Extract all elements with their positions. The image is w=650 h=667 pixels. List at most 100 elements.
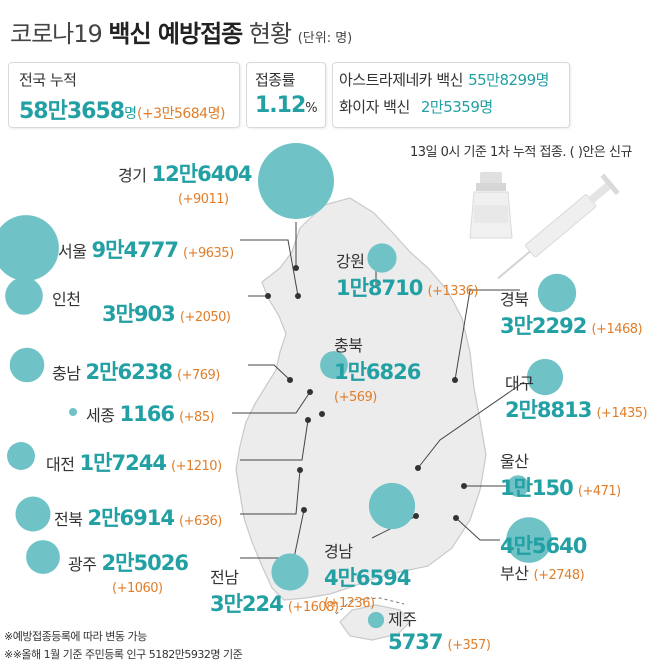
region-delta: (+636) xyxy=(179,514,222,529)
region-value: 5737 xyxy=(388,630,443,654)
bubble-경기 xyxy=(258,143,334,219)
region-value: 1166 xyxy=(119,402,175,426)
region-name: 충북 xyxy=(334,336,363,355)
region-name: 서울 xyxy=(58,242,87,261)
region-name: 경북 xyxy=(500,290,529,309)
region-value: 3만224 xyxy=(210,592,284,616)
region-label-세종: 세종 1166 (+85) xyxy=(86,402,215,426)
bubble-layer xyxy=(0,143,577,629)
region-value: 9만4777 xyxy=(91,238,179,262)
region-value: 2만6238 xyxy=(85,360,173,384)
bubble-부산 xyxy=(506,517,552,563)
bubble-제주 xyxy=(367,611,385,629)
cumulative-delta: (+3만5684명) xyxy=(136,106,225,122)
region-value: 1만7244 xyxy=(79,451,167,475)
region-delta: (+471) xyxy=(577,484,621,499)
reference-note: 13일 0시 기준 1차 누적 접종. ( )안은 신규 xyxy=(410,145,632,160)
bubble-세종 xyxy=(69,408,77,416)
bubble-전남 xyxy=(271,553,309,591)
region-label-충북: 충북 1만6826 (+569) xyxy=(334,332,421,405)
bubble-대전 xyxy=(7,442,35,470)
region-label-서울: 서울 9만4777 (+9635) xyxy=(58,234,234,264)
region-label-충남: 충남 2만6238 (+769) xyxy=(52,356,220,386)
region-value: 4만6594 xyxy=(324,566,411,590)
region-delta: (+2050) xyxy=(179,310,231,325)
region-name: 제주 xyxy=(388,610,417,629)
region-value: 2만6914 xyxy=(87,506,175,530)
region-value: 4만5640 xyxy=(500,534,587,558)
city-dots xyxy=(265,265,467,623)
region-label-경북: 경북 3만2292 (+1468) xyxy=(500,286,643,340)
pfizer-line: 화이자 백신 2만5359명 xyxy=(339,96,493,117)
region-value: 1만6826 xyxy=(334,360,421,384)
bubble-대구 xyxy=(526,358,564,396)
rate-unit: % xyxy=(305,101,318,116)
region-delta: (+1468) xyxy=(591,322,643,337)
region-label-전남: 전남 3만224 (+1608) xyxy=(210,564,339,618)
az-label: 아스트라제네카 백신 xyxy=(339,71,463,89)
region-label-전북: 전북 2만6914 (+636) xyxy=(54,502,222,532)
region-value: 1만150 xyxy=(500,476,574,500)
region-name: 대구 xyxy=(505,374,534,393)
region-delta: (+569) xyxy=(334,390,377,405)
bubble-충남 xyxy=(9,347,45,383)
footnote-1: ※예방접종등록에 따라 변동 가능 xyxy=(4,630,147,643)
cumulative-label: 전국 누적 xyxy=(19,71,77,89)
rate-card: 접종률 1.12% xyxy=(246,62,326,128)
footnote-2: ※※올해 1월 기준 주민등록 인구 5182만5932명 기준 xyxy=(4,648,243,661)
region-label-인천: 인천 3만903 (+2050) xyxy=(52,286,231,326)
region-delta: (+1608) xyxy=(287,600,339,615)
region-delta: (+1236) xyxy=(324,596,375,611)
region-name: 경남 xyxy=(324,542,353,561)
az-value: 55만8299명 xyxy=(468,71,549,89)
bubble-울산 xyxy=(507,475,529,497)
bubble-충북 xyxy=(320,351,348,379)
region-label-경기: 경기 12만6404 (+9011) xyxy=(118,158,253,207)
region-value: 3만903 xyxy=(102,302,176,326)
region-label-강원: 강원 1만8710 (+1336) xyxy=(336,248,479,302)
region-delta: (+2748) xyxy=(533,568,585,583)
cumulative-card: 전국 누적 58만3658명(+3만5684명) xyxy=(8,62,240,128)
region-name: 충남 xyxy=(52,364,81,383)
pfizer-value: 2만5359명 xyxy=(420,98,493,116)
region-label-대전: 대전 1만7244 (+1210) xyxy=(46,447,222,477)
region-delta: (+85) xyxy=(179,410,215,425)
cumulative-unit: 명 xyxy=(124,106,137,122)
region-name: 세종 xyxy=(86,406,115,425)
region-label-제주: 제주 5737 (+357) xyxy=(388,606,491,654)
rate-label: 접종률 xyxy=(255,71,295,89)
region-delta: (+9011) xyxy=(178,192,229,207)
region-delta: (+9635) xyxy=(183,246,234,261)
region-name: 경기 xyxy=(118,166,147,185)
region-value: 12만6404 xyxy=(151,162,253,186)
rate-value: 1.12 xyxy=(255,93,306,118)
region-delta: (+357) xyxy=(447,638,491,653)
cumulative-line: 58만3658명(+3만5684명) xyxy=(19,93,225,125)
region-value: 2만5026 xyxy=(101,551,189,575)
region-name: 대전 xyxy=(46,455,75,474)
az-line: 아스트라제네카 백신 55만8299명 xyxy=(339,69,549,90)
bubble-강원 xyxy=(367,243,397,273)
bubble-인천 xyxy=(5,277,43,315)
jeju-dashed-outline xyxy=(335,597,405,615)
vaccine-vial-icon xyxy=(469,172,513,239)
region-name: 전북 xyxy=(54,510,83,529)
region-value: 2만8813 xyxy=(505,398,592,422)
region-delta: (+1336) xyxy=(427,284,479,299)
region-label-부산: 4만5640 부산 (+2748) xyxy=(500,530,587,584)
bubble-경북 xyxy=(537,273,577,313)
region-name: 울산 xyxy=(500,452,529,471)
region-value: 3만2292 xyxy=(500,314,587,338)
region-label-광주: 광주 2만5026 (+1060) xyxy=(68,547,189,596)
vaccine-type-card: 아스트라제네카 백신 55만8299명 화이자 백신 2만5359명 xyxy=(332,62,570,128)
bubble-경남 xyxy=(368,482,416,530)
pfizer-label: 화이자 백신 xyxy=(339,98,410,116)
region-name: 인천 xyxy=(52,290,81,309)
region-name: 강원 xyxy=(336,252,365,271)
region-delta: (+1060) xyxy=(112,581,163,596)
page-title: 코로나19 백신 예방접종 현황 (단위: 명) xyxy=(10,20,353,48)
bubble-전북 xyxy=(15,496,51,532)
region-name: 부산 xyxy=(500,564,529,583)
